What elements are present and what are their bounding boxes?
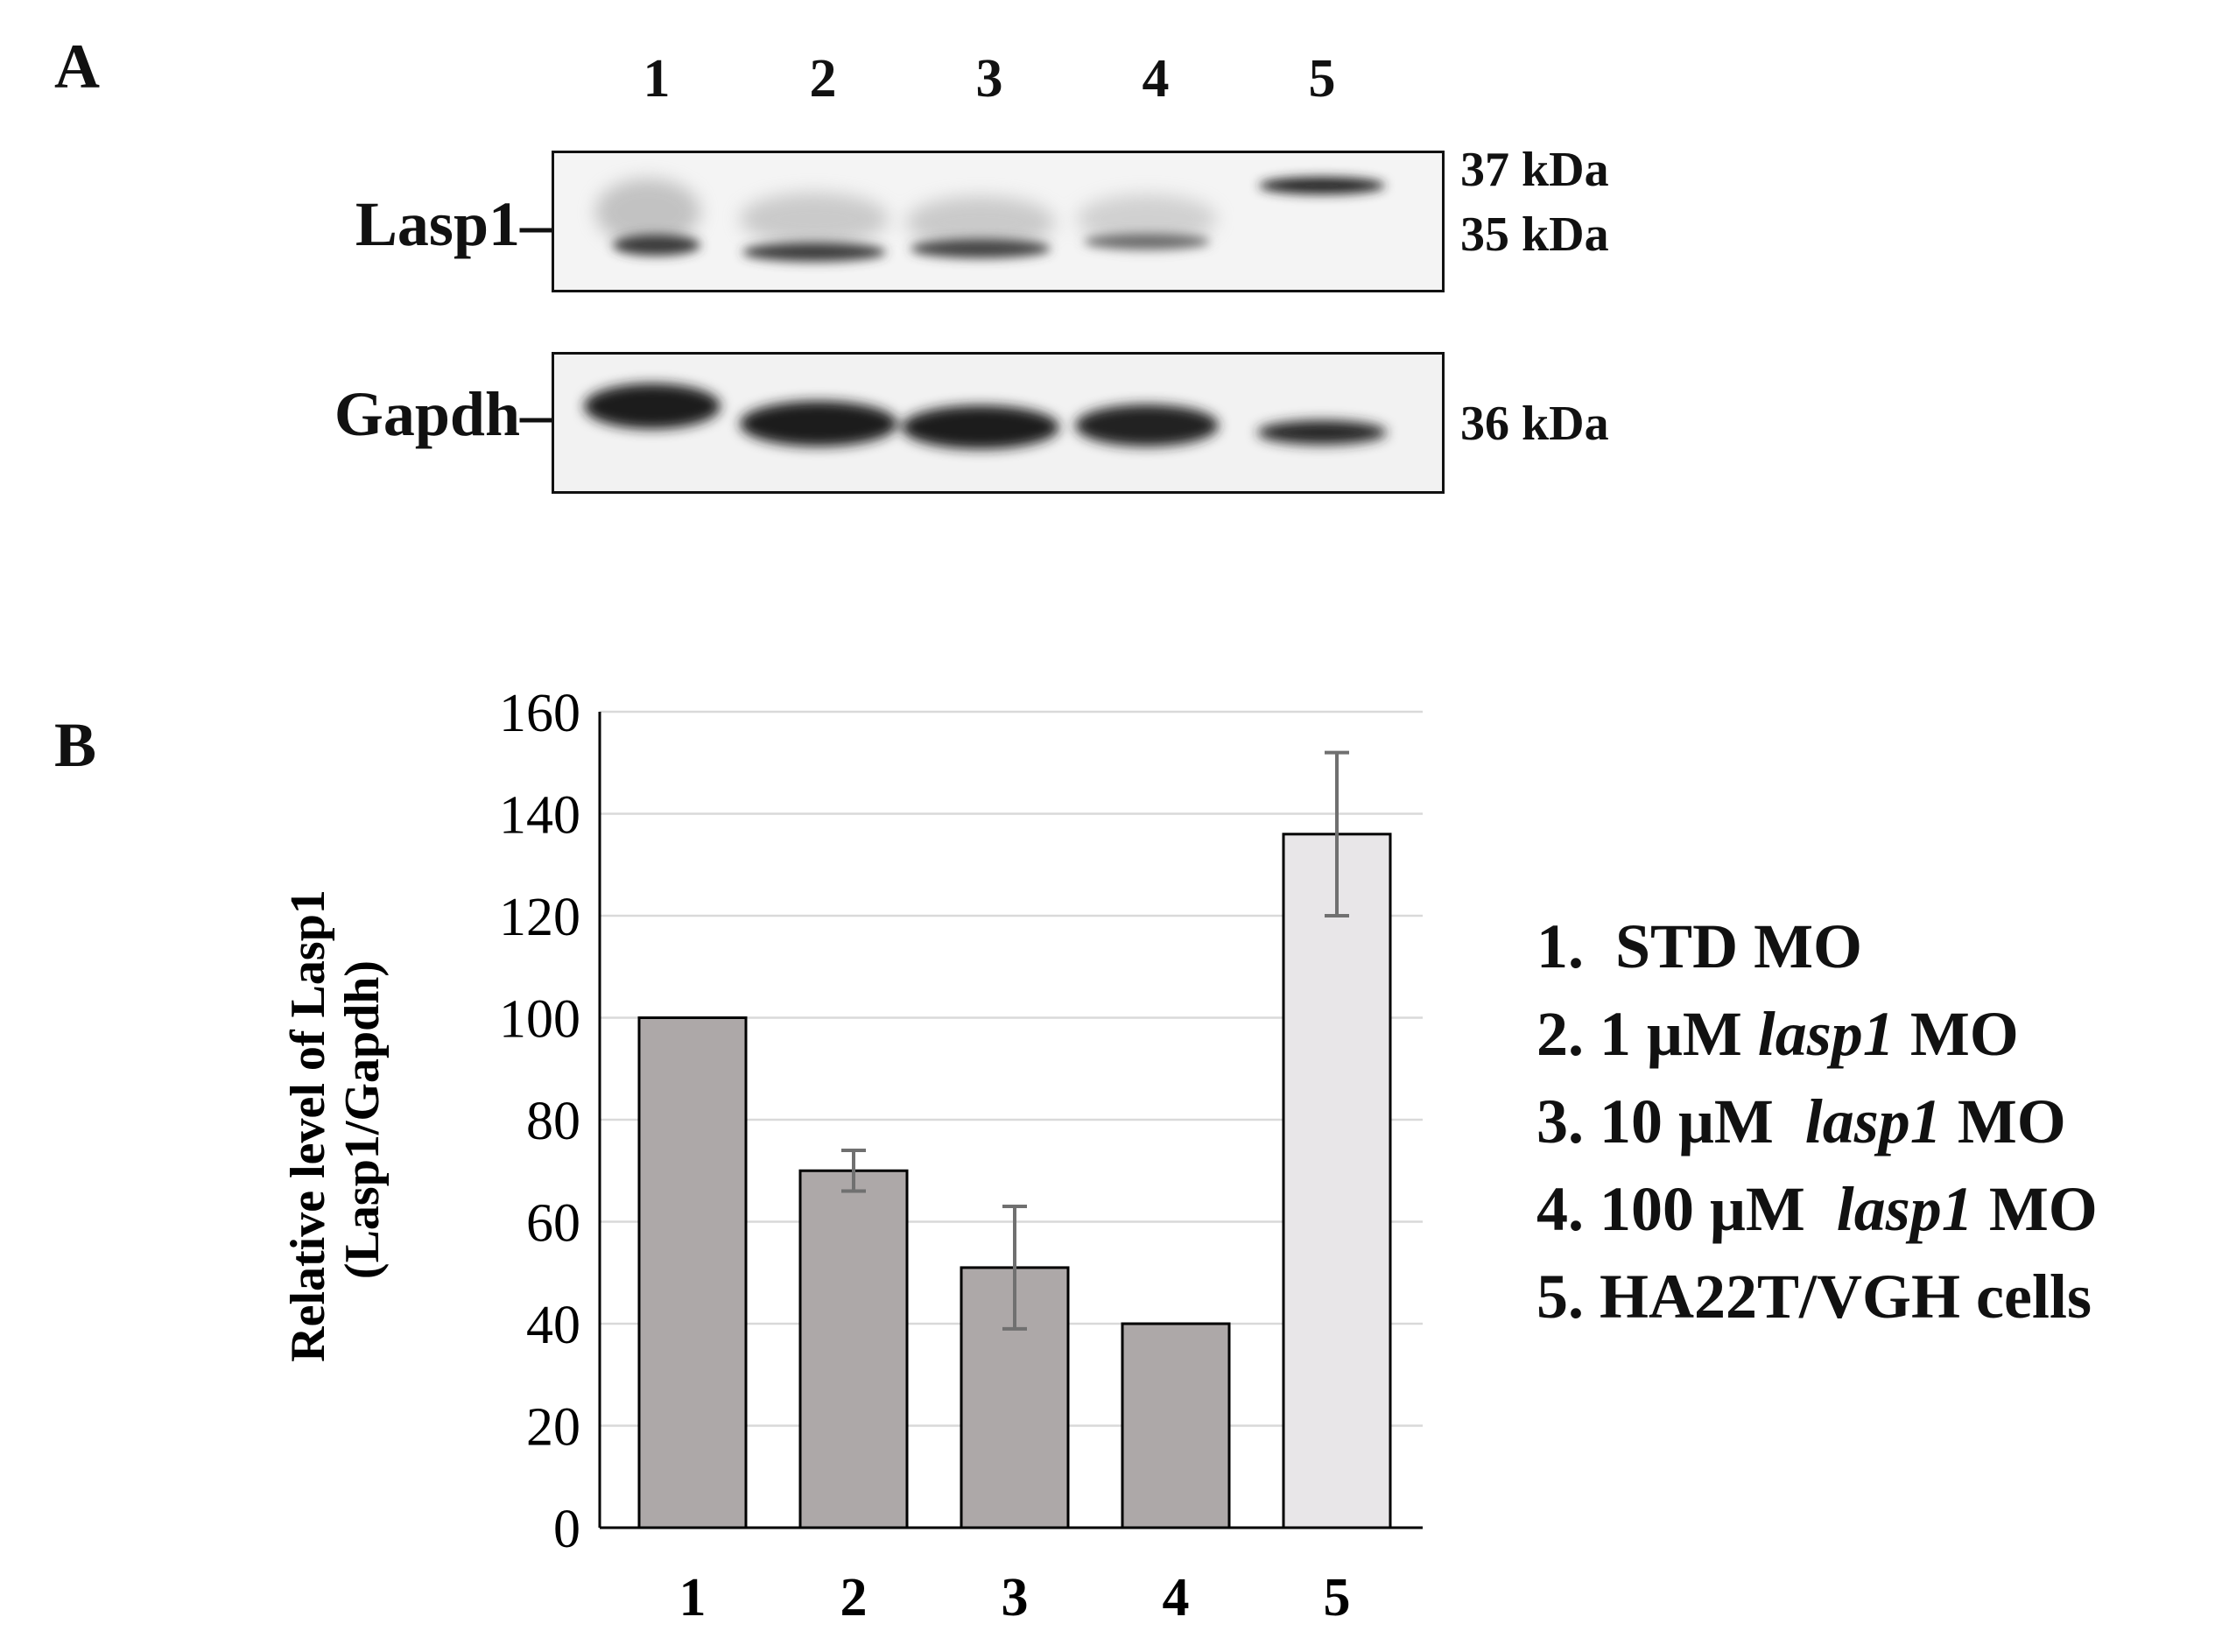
lane-number: 1 <box>643 49 671 109</box>
legend-item-text: 1. STD MO <box>1536 911 1863 981</box>
y-tick-label: 40 <box>526 1296 580 1355</box>
bar <box>637 1016 748 1529</box>
legend-item: 1. STD MO <box>1536 910 2098 998</box>
lane-number: 2 <box>809 49 837 109</box>
y-tick-label: 60 <box>526 1194 580 1254</box>
y-tick-label: 160 <box>499 684 580 743</box>
legend-item-gene: lasp1 <box>1757 999 1895 1069</box>
legend-item-text: 5. HA22T/VGH cells <box>1536 1262 2092 1332</box>
x-tick-labels: 1 2 3 4 5 <box>679 1568 1351 1627</box>
x-tick-label: 4 <box>1163 1568 1190 1627</box>
error-bar <box>1325 750 1349 917</box>
bar-chart: 0 20 40 60 80 100 120 140 160 1 2 3 4 5 Relative lev… <box>281 684 1423 1627</box>
y-tick-label: 100 <box>499 990 580 1050</box>
blot-label-gapdh: Gapdh– <box>334 379 552 449</box>
y-tick-label: 140 <box>499 786 580 846</box>
legend-item-text: 3. 10 μM <box>1536 1086 1805 1156</box>
legend-item-suffix: MO <box>1894 999 2019 1069</box>
x-tick-label: 3 <box>1002 1568 1029 1627</box>
y-axis-label: Relative level of Lasp1 (Lasp1/Gapdh) <box>281 877 390 1362</box>
legend-item: 5. HA22T/VGH cells <box>1536 1261 2098 1348</box>
x-tick-label: 2 <box>840 1568 868 1627</box>
lane-number: 3 <box>975 49 1003 109</box>
bar <box>798 1169 909 1529</box>
axes <box>598 712 1423 1529</box>
legend-item-gene: lasp1 <box>1804 1086 1942 1156</box>
lasp1-blot-image <box>552 151 1445 292</box>
x-tick-label: 5 <box>1324 1568 1351 1627</box>
legend-item-suffix: MO <box>1972 1174 2098 1244</box>
lane-number: 4 <box>1142 49 1170 109</box>
x-tick-label: 1 <box>679 1568 707 1627</box>
y-tick-label: 20 <box>526 1398 580 1458</box>
legend-item: 3. 10 μM lasp1 MO <box>1536 1086 2098 1173</box>
legend-item: 4. 100 μM lasp1 MO <box>1536 1173 2098 1261</box>
lane-number: 5 <box>1308 49 1336 109</box>
bars <box>637 833 1392 1529</box>
blot-label-lasp1: Lasp1– <box>355 189 552 259</box>
legend-item-gene: lasp1 <box>1836 1174 1973 1244</box>
y-tick-labels: 0 20 40 60 80 100 120 140 160 <box>499 684 580 1559</box>
legend-item-suffix: MO <box>1941 1086 2066 1156</box>
y-tick-label: 80 <box>526 1092 580 1151</box>
legend: 1. STD MO 2. 1 μM lasp1 MO 3. 10 μM lasp1 … <box>1536 910 2098 1348</box>
gapdh-blot-image <box>552 352 1445 494</box>
panel-a-letter: A <box>54 32 100 102</box>
error-bars <box>841 750 1349 1331</box>
marker-35kda: 35 kDa <box>1460 207 1609 262</box>
y-tick-label: 120 <box>499 888 580 947</box>
marker-37kda: 37 kDa <box>1460 143 1609 197</box>
bar <box>1282 833 1392 1529</box>
error-bar <box>1002 1205 1027 1331</box>
y-axis-label-line: Relative level of Lasp1 <box>281 889 335 1362</box>
marker-36kda: 36 kDa <box>1460 397 1609 451</box>
legend-item-text: 2. 1 μM <box>1536 999 1758 1069</box>
panel-b-letter: B <box>54 710 97 780</box>
legend-item-text: 4. 100 μM <box>1536 1174 1837 1244</box>
bar <box>1121 1322 1231 1529</box>
legend-item: 2. 1 μM lasp1 MO <box>1536 998 2098 1086</box>
error-bar <box>841 1148 866 1193</box>
y-tick-label: 0 <box>553 1500 580 1559</box>
y-axis-label-line: (Lasp1/Gapdh) <box>335 960 390 1279</box>
